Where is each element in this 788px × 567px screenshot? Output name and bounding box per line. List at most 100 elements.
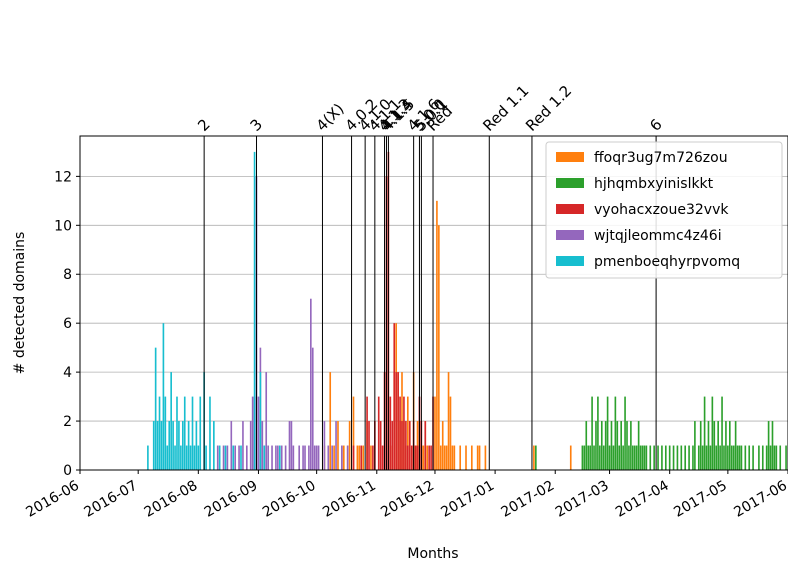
bar	[447, 372, 450, 470]
x-tick-label: 2017-06	[731, 478, 788, 521]
y-tick-label: 8	[63, 267, 72, 283]
legend-label: wjtqjleommc4z46i	[594, 228, 722, 244]
bar	[352, 445, 355, 470]
bar	[197, 445, 200, 470]
bar	[453, 445, 456, 470]
bar	[315, 445, 318, 470]
x-tick-label: 2017-03	[553, 478, 612, 521]
bar	[323, 421, 326, 470]
bar	[449, 396, 452, 470]
bar	[593, 445, 595, 470]
bar	[317, 445, 320, 470]
bar	[439, 445, 442, 470]
bar	[620, 421, 622, 470]
bar	[170, 372, 172, 470]
x-axis-label: Months	[407, 546, 458, 562]
bar	[304, 445, 306, 470]
bar	[602, 445, 605, 470]
legend-swatch	[556, 204, 584, 214]
bar	[641, 445, 644, 470]
bar	[626, 421, 628, 470]
legend-label: pmenboeqhyrpvomq	[594, 254, 740, 270]
bar	[717, 421, 719, 470]
bar	[583, 445, 586, 470]
y-tick-label: 2	[63, 414, 72, 430]
bar	[271, 445, 273, 470]
bar	[476, 445, 479, 470]
bar	[441, 421, 444, 470]
bar	[599, 445, 601, 470]
bar	[199, 396, 202, 470]
bar	[443, 445, 446, 470]
bar	[366, 396, 368, 470]
bar	[422, 445, 425, 470]
bar	[668, 445, 671, 470]
bar	[643, 445, 646, 470]
bar	[738, 445, 741, 470]
bar	[645, 445, 648, 470]
bar	[308, 445, 310, 470]
bar	[246, 445, 248, 470]
x-tick-label: 2016-10	[260, 478, 319, 521]
bar	[185, 445, 188, 470]
bar	[310, 298, 312, 470]
bar	[758, 445, 760, 470]
release-label: 3	[247, 115, 266, 134]
bar	[459, 445, 462, 470]
bar	[785, 445, 787, 470]
bar	[635, 445, 638, 470]
bar	[705, 445, 708, 470]
bar	[178, 421, 180, 470]
bar	[278, 445, 281, 470]
legend-swatch	[556, 256, 584, 266]
bar	[637, 421, 640, 470]
legend-swatch	[556, 230, 584, 240]
bar	[335, 421, 337, 470]
bar	[226, 445, 229, 470]
bar	[773, 445, 776, 470]
bar	[484, 445, 487, 470]
bar	[174, 445, 176, 470]
bar	[771, 421, 774, 470]
bar	[748, 445, 751, 470]
bar	[162, 323, 165, 470]
bar	[311, 347, 314, 470]
bar	[707, 421, 710, 470]
bar	[403, 396, 405, 470]
bar	[408, 421, 411, 470]
bar	[653, 445, 655, 470]
bar	[238, 445, 240, 470]
bar	[290, 421, 293, 470]
bar	[730, 445, 733, 470]
bar	[166, 445, 169, 470]
legend: ffoqr3ug7m726zou hjhqmbxyinislkkt vyohacxz…	[545, 141, 783, 279]
bar	[765, 445, 768, 470]
bar	[585, 421, 588, 470]
release-label: Red 1.2	[522, 82, 575, 135]
bar	[426, 445, 429, 470]
bar	[721, 396, 723, 470]
bar	[377, 396, 380, 470]
bar	[727, 445, 729, 470]
bar	[703, 396, 706, 470]
bar	[189, 445, 192, 470]
bar	[732, 445, 735, 470]
bar	[372, 445, 374, 470]
bar	[723, 445, 725, 470]
bar	[292, 445, 295, 470]
bar	[218, 445, 221, 470]
bar	[183, 396, 186, 470]
bar	[713, 421, 716, 470]
bar	[608, 445, 611, 470]
bar	[356, 445, 359, 470]
bar	[767, 421, 770, 470]
bar	[187, 421, 190, 470]
bar	[589, 445, 591, 470]
bar	[181, 421, 184, 470]
bar	[405, 421, 407, 470]
bar	[604, 421, 607, 470]
bar	[352, 396, 355, 470]
x-tick-label: 2017-04	[613, 478, 672, 521]
bar	[624, 396, 626, 470]
release-label: 4(X)	[313, 100, 348, 135]
